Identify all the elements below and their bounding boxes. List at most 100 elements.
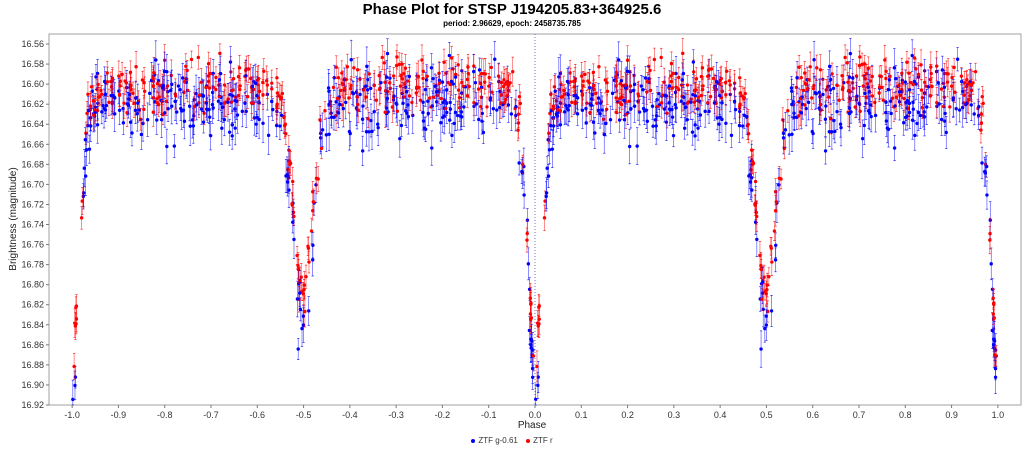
data-point-ztf-r [529, 302, 533, 307]
data-point-ztf-r [845, 61, 849, 65]
data-point-ztf-r [591, 70, 596, 75]
data-point-ztf-r [865, 72, 869, 76]
data-point-ztf-g [747, 174, 751, 178]
data-point-ztf-g [243, 101, 247, 105]
data-point-ztf-r [681, 51, 685, 56]
data-point-ztf-g [763, 326, 767, 331]
data-point-ztf-r [476, 87, 481, 91]
data-point-ztf-r [403, 66, 408, 70]
data-point-ztf-r [810, 96, 814, 100]
data-point-ztf-g [862, 123, 866, 128]
data-point-ztf-r [140, 78, 145, 82]
data-point-ztf-g [219, 101, 223, 106]
data-point-ztf-g [360, 149, 365, 153]
data-point-ztf-r [979, 128, 983, 132]
data-point-ztf-r [443, 106, 448, 111]
data-point-ztf-g [993, 366, 998, 371]
data-point-ztf-g [498, 105, 502, 110]
data-point-ztf-g [637, 110, 642, 114]
data-point-ztf-r [727, 79, 732, 83]
data-point-ztf-g [942, 85, 947, 90]
data-point-ztf-r [406, 79, 410, 83]
data-point-ztf-g [433, 84, 437, 88]
data-point-ztf-g [848, 51, 853, 56]
data-point-ztf-g [194, 103, 199, 107]
data-point-ztf-g [358, 92, 362, 97]
data-point-ztf-g [761, 280, 765, 284]
data-point-ztf-r [323, 109, 327, 113]
data-point-ztf-g [439, 120, 443, 125]
data-point-ztf-r [502, 100, 507, 105]
data-point-ztf-g [517, 161, 521, 165]
data-point-ztf-r [738, 102, 742, 106]
data-point-ztf-g [320, 128, 325, 132]
data-point-ztf-g [575, 112, 580, 116]
data-point-ztf-r [991, 296, 995, 300]
data-point-ztf-r [840, 73, 844, 78]
data-point-ztf-r [134, 65, 138, 69]
data-point-ztf-g [392, 94, 396, 98]
data-point-ztf-r [142, 107, 146, 112]
data-point-ztf-g [619, 79, 623, 83]
data-point-ztf-r [152, 70, 156, 75]
data-point-ztf-g [737, 123, 742, 128]
data-point-ztf-r [614, 96, 618, 100]
data-point-ztf-g [430, 146, 434, 150]
data-point-ztf-r [973, 69, 978, 74]
data-point-ztf-g [907, 110, 912, 115]
data-point-ztf-g [957, 108, 962, 112]
data-point-ztf-g [166, 107, 170, 111]
data-point-ztf-g [936, 80, 940, 85]
data-point-ztf-r [288, 162, 292, 167]
data-point-ztf-r [900, 71, 904, 75]
data-point-ztf-r [648, 88, 653, 93]
data-point-ztf-r [460, 80, 464, 85]
data-point-ztf-r [377, 87, 382, 92]
data-point-ztf-g [650, 104, 655, 108]
data-point-ztf-g [71, 397, 75, 402]
data-point-ztf-r [980, 94, 984, 99]
data-point-ztf-r [905, 60, 909, 64]
data-point-ztf-g [833, 129, 837, 134]
data-point-ztf-g [789, 86, 794, 90]
data-point-ztf-r [302, 287, 306, 292]
data-point-ztf-g [96, 101, 100, 105]
data-point-ztf-g [750, 188, 754, 192]
data-point-ztf-g [792, 115, 797, 119]
data-point-ztf-r [601, 117, 606, 121]
data-point-ztf-g [671, 133, 676, 138]
data-point-ztf-g [117, 108, 122, 112]
data-point-ztf-g [83, 138, 88, 142]
data-point-ztf-g [674, 106, 678, 110]
data-point-ztf-r [597, 65, 601, 69]
data-point-ztf-r [652, 57, 657, 62]
data-point-ztf-r [275, 106, 279, 110]
data-point-ztf-g [990, 328, 994, 333]
data-point-ztf-r [692, 88, 697, 93]
data-point-ztf-g [405, 111, 409, 115]
data-point-ztf-g [546, 174, 551, 178]
data-point-ztf-g [424, 78, 429, 82]
data-point-ztf-r [84, 131, 88, 135]
data-point-ztf-g [522, 193, 526, 197]
data-point-ztf-g [799, 111, 804, 115]
data-point-ztf-g [341, 106, 345, 111]
data-point-ztf-g [545, 166, 549, 170]
data-point-ztf-r [318, 118, 322, 122]
data-point-ztf-g [893, 104, 897, 108]
data-point-ztf-g [73, 375, 78, 379]
data-point-ztf-g [423, 87, 428, 92]
data-point-ztf-r [711, 76, 716, 81]
data-point-ztf-g [939, 117, 944, 122]
data-point-ztf-g [894, 76, 898, 81]
data-point-ztf-r [279, 97, 283, 101]
data-point-ztf-g [235, 113, 240, 117]
data-point-ztf-r [306, 246, 311, 250]
data-point-ztf-g [900, 90, 904, 94]
data-point-ztf-r [709, 67, 714, 71]
data-point-ztf-r [284, 132, 288, 136]
data-point-ztf-g [210, 102, 215, 107]
data-point-ztf-r [303, 309, 307, 314]
data-point-ztf-r [307, 260, 311, 264]
data-point-ztf-r [391, 74, 396, 78]
